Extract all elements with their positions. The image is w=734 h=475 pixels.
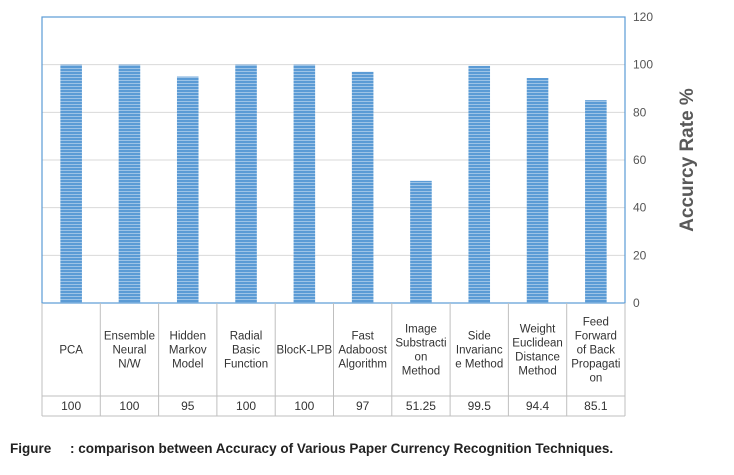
y-tick-label: 20 xyxy=(633,248,647,262)
category-label: Ensemble Neural N/W xyxy=(104,331,155,371)
category-label: PCA xyxy=(59,345,83,357)
category-label: Hidden Markov Model xyxy=(169,331,207,371)
category-label: Image Substracti on Method xyxy=(395,324,446,378)
bar xyxy=(176,76,199,303)
y-tick-label: 100 xyxy=(633,58,653,72)
bar xyxy=(60,64,82,304)
y-tick-label: 40 xyxy=(633,201,647,215)
bar-chart: 0 20 40 60 80 100 120 PCA 100 Ensemble Neural N/W 1… xyxy=(41,10,698,417)
category-label: Radial Basic Function xyxy=(224,331,268,371)
y-tick-label: 60 xyxy=(633,153,647,167)
category-label: Fast Adaboost Algorithm xyxy=(338,331,387,371)
bar xyxy=(585,100,607,303)
y-tick-label: 120 xyxy=(633,10,653,24)
bar xyxy=(526,78,549,303)
category-label: Side Invarianc e Method xyxy=(455,331,503,371)
bar xyxy=(351,71,374,303)
value-label: 100 xyxy=(61,399,81,413)
bar xyxy=(410,180,432,303)
bars xyxy=(60,64,607,304)
value-label: 95 xyxy=(181,399,195,413)
value-label: 99.5 xyxy=(468,399,492,413)
category-label: Feed Forward of Back Propagati on xyxy=(571,317,620,385)
y-tick-label: 0 xyxy=(633,296,640,310)
category-label: BlocK-LPB xyxy=(277,345,333,357)
value-label: 94.4 xyxy=(526,399,550,413)
data-table: PCA 100 Ensemble Neural N/W 100 Hidden Markov Mo… xyxy=(41,303,626,417)
value-label: 100 xyxy=(119,399,139,413)
y-axis-label: Accurcy Rate % xyxy=(677,88,698,232)
category-label: Weight Euclidean Distance Method xyxy=(512,324,563,378)
bar xyxy=(235,64,257,304)
figure-caption: Figure : comparison between Accuracy of … xyxy=(10,441,614,456)
y-axis-ticks: 0 20 40 60 80 100 120 xyxy=(633,10,653,310)
value-label: 100 xyxy=(236,399,256,413)
value-label: 97 xyxy=(356,399,370,413)
value-label: 85.1 xyxy=(584,399,608,413)
value-label: 100 xyxy=(294,399,314,413)
bar xyxy=(468,65,491,303)
y-tick-label: 80 xyxy=(633,105,647,119)
bar xyxy=(118,64,141,304)
value-label: 51.25 xyxy=(406,399,436,413)
bar xyxy=(293,64,316,304)
